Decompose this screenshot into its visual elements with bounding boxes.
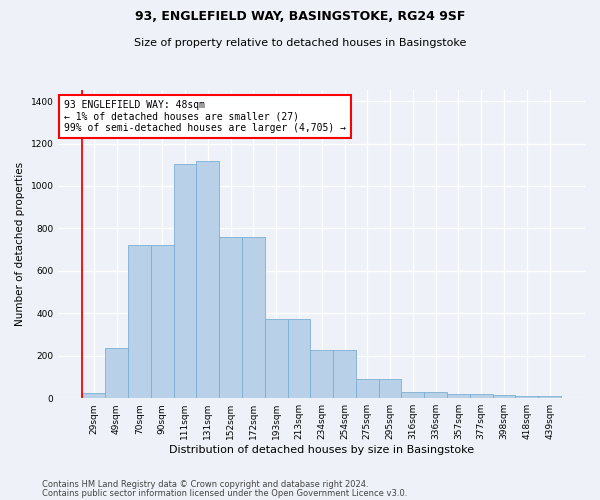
Text: Contains public sector information licensed under the Open Government Licence v3: Contains public sector information licen… [42,489,407,498]
Text: Size of property relative to detached houses in Basingstoke: Size of property relative to detached ho… [134,38,466,48]
Bar [470,394,493,398]
Bar [356,379,379,398]
Text: 93 ENGLEFIELD WAY: 48sqm
← 1% of detached houses are smaller (27)
99% of semi-de: 93 ENGLEFIELD WAY: 48sqm ← 1% of detache… [64,100,346,133]
Bar [82,393,105,398]
Bar [128,246,151,398]
Bar [173,164,196,398]
X-axis label: Distribution of detached houses by size in Basingstoke: Distribution of detached houses by size … [169,445,474,455]
Bar [287,318,310,398]
Bar [401,392,424,398]
Bar [493,395,515,398]
Bar [219,237,242,398]
Bar [379,379,401,398]
Bar [151,246,173,398]
Bar [310,350,333,398]
Bar [196,160,219,398]
Text: Contains HM Land Registry data © Crown copyright and database right 2024.: Contains HM Land Registry data © Crown c… [42,480,368,489]
Text: 93, ENGLEFIELD WAY, BASINGSTOKE, RG24 9SF: 93, ENGLEFIELD WAY, BASINGSTOKE, RG24 9S… [135,10,465,23]
Bar [424,392,447,398]
Bar [538,396,561,398]
Bar [447,394,470,398]
Y-axis label: Number of detached properties: Number of detached properties [15,162,25,326]
Bar [265,318,287,398]
Bar [333,350,356,398]
Bar [515,396,538,398]
Bar [242,237,265,398]
Bar [105,348,128,398]
